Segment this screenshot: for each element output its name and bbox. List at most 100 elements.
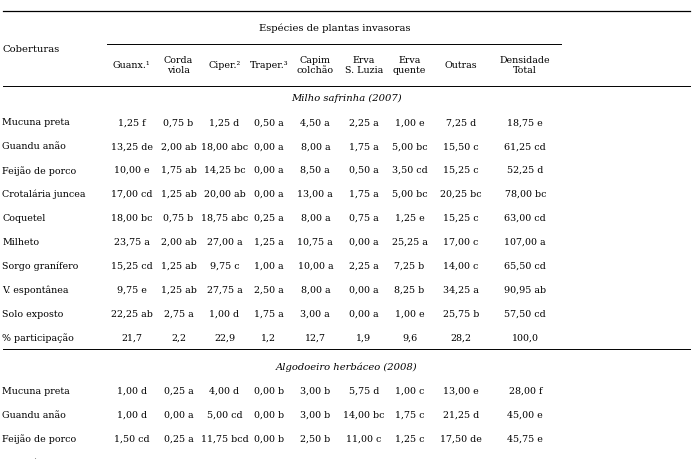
Text: 8,00 a: 8,00 a [301, 285, 330, 294]
Text: 17,50 de: 17,50 de [440, 434, 482, 443]
Text: 0,00 a: 0,00 a [164, 410, 193, 419]
Text: Mucuna preta: Mucuna preta [2, 118, 70, 127]
Text: 20,00 ab: 20,00 ab [204, 190, 245, 199]
Text: 18,00 bc: 18,00 bc [111, 213, 152, 223]
Text: 1,75 a: 1,75 a [349, 190, 378, 199]
Text: 0,00 a: 0,00 a [349, 309, 378, 318]
Text: 22,25 ab: 22,25 ab [111, 309, 152, 318]
Text: 0,25 a: 0,25 a [164, 386, 193, 395]
Text: 2,2: 2,2 [171, 333, 186, 342]
Text: Traper.³: Traper.³ [249, 61, 288, 70]
Text: Capim
colchão: Capim colchão [297, 56, 334, 75]
Text: Corda
viola: Corda viola [164, 56, 193, 75]
Text: 28,00 f: 28,00 f [509, 386, 542, 395]
Text: 0,00 b: 0,00 b [254, 386, 284, 395]
Text: 12,7: 12,7 [305, 333, 326, 342]
Text: 10,00 e: 10,00 e [114, 166, 150, 175]
Text: 0,00 a: 0,00 a [349, 237, 378, 246]
Text: 1,50 a: 1,50 a [164, 458, 193, 459]
Text: 1,25 ab: 1,25 ab [161, 190, 196, 199]
Text: 27,75 a: 27,75 a [207, 285, 243, 294]
Text: 3,00 b: 3,00 b [300, 386, 331, 395]
Text: 14,00 c: 14,00 c [443, 261, 479, 270]
Text: 25,75 b: 25,75 b [443, 309, 479, 318]
Text: 11,50 c: 11,50 c [346, 458, 382, 459]
Text: Algodoeiro herbáceo (2008): Algodoeiro herbáceo (2008) [276, 362, 417, 371]
Text: 9,75 c: 9,75 c [210, 261, 239, 270]
Text: 1,9: 1,9 [356, 333, 371, 342]
Text: 15,50 c: 15,50 c [443, 142, 479, 151]
Text: 1,25 c: 1,25 c [395, 434, 424, 443]
Text: 2,00 ab: 2,00 ab [161, 237, 196, 246]
Text: 10,00 a: 10,00 a [297, 261, 333, 270]
Text: 20,25 bc: 20,25 bc [440, 190, 482, 199]
Text: 61,25 cd: 61,25 cd [505, 142, 546, 151]
Text: 1,25 e: 1,25 e [395, 213, 424, 223]
Text: Ciper.²: Ciper.² [209, 61, 240, 70]
Text: Densidade
Total: Densidade Total [500, 56, 551, 75]
Text: 9,6: 9,6 [402, 333, 417, 342]
Text: 18,75 abc: 18,75 abc [201, 213, 248, 223]
Text: 2,50 a: 2,50 a [254, 285, 283, 294]
Text: 15,25 c: 15,25 c [443, 213, 479, 223]
Text: 100,0: 100,0 [512, 333, 538, 342]
Text: 1,00 d: 1,00 d [209, 309, 240, 318]
Text: 0,00 a: 0,00 a [254, 166, 283, 175]
Text: 3,50 cd: 3,50 cd [392, 166, 428, 175]
Text: 1,25 d: 1,25 d [209, 118, 240, 127]
Text: 2,50 b: 2,50 b [300, 434, 331, 443]
Text: 10,75 a: 10,75 a [297, 237, 333, 246]
Text: 8,00 a: 8,00 a [301, 213, 330, 223]
Text: 107,00 a: 107,00 a [505, 237, 546, 246]
Text: 11,75 bcd: 11,75 bcd [201, 434, 248, 443]
Text: 1,00 d: 1,00 d [116, 386, 147, 395]
Text: 2,00 ab: 2,00 ab [161, 142, 196, 151]
Text: Milho safrinha (2007): Milho safrinha (2007) [291, 94, 402, 103]
Text: 0,00 a: 0,00 a [254, 142, 283, 151]
Text: 0,00 b: 0,00 b [254, 458, 284, 459]
Text: 0,25 a: 0,25 a [254, 213, 283, 223]
Text: 11,00 c: 11,00 c [346, 434, 382, 443]
Text: V. espontânea: V. espontânea [2, 285, 69, 294]
Text: 90,95 ab: 90,95 ab [505, 285, 546, 294]
Text: 1,00 d: 1,00 d [116, 410, 147, 419]
Text: % participação: % participação [2, 332, 74, 342]
Text: 1,00 e: 1,00 e [395, 309, 424, 318]
Text: 15,25 c: 15,25 c [443, 166, 479, 175]
Text: Sorgo granífero: Sorgo granífero [2, 261, 78, 270]
Text: 0,75 a: 0,75 a [349, 213, 378, 223]
Text: 8,00 a: 8,00 a [301, 142, 330, 151]
Text: 14,25 bc: 14,25 bc [204, 166, 245, 175]
Text: 17,00 cd: 17,00 cd [111, 190, 152, 199]
Text: 1,00 c: 1,00 c [395, 386, 424, 395]
Text: 21,25 d: 21,25 d [443, 410, 479, 419]
Text: 22,9: 22,9 [214, 333, 235, 342]
Text: 5,00 bc: 5,00 bc [392, 190, 428, 199]
Text: 57,50 cd: 57,50 cd [505, 309, 546, 318]
Text: 8,25 b: 8,25 b [394, 285, 425, 294]
Text: 21,7: 21,7 [121, 333, 142, 342]
Text: 1,25 a: 1,25 a [254, 237, 283, 246]
Text: Espécies de plantas invasoras: Espécies de plantas invasoras [258, 23, 410, 33]
Text: 7,25 b: 7,25 b [394, 261, 425, 270]
Text: Crotalária juncea: Crotalária juncea [2, 458, 85, 459]
Text: 7,25 d: 7,25 d [446, 118, 476, 127]
Text: 1,25 c: 1,25 c [395, 458, 424, 459]
Text: 17,25 de: 17,25 de [440, 458, 482, 459]
Text: 5,00 cd: 5,00 cd [207, 410, 243, 419]
Text: 45,75 e: 45,75 e [507, 434, 543, 443]
Text: 28,2: 28,2 [450, 333, 471, 342]
Text: 1,00 a: 1,00 a [254, 261, 283, 270]
Text: 0,75 b: 0,75 b [164, 213, 193, 223]
Text: 1,75 a: 1,75 a [254, 309, 283, 318]
Text: 1,75 ab: 1,75 ab [161, 166, 196, 175]
Text: Guandu anão: Guandu anão [2, 142, 66, 151]
Text: Crotalária juncea: Crotalária juncea [2, 190, 85, 199]
Text: Erva
quente: Erva quente [393, 56, 426, 75]
Text: 18,75 e: 18,75 e [507, 118, 543, 127]
Text: 27,00 a: 27,00 a [207, 237, 243, 246]
Text: 1,25 ab: 1,25 ab [161, 261, 196, 270]
Text: 25,25 a: 25,25 a [392, 237, 428, 246]
Text: 78,00 bc: 78,00 bc [505, 190, 546, 199]
Text: 53,00 d: 53,00 d [507, 458, 543, 459]
